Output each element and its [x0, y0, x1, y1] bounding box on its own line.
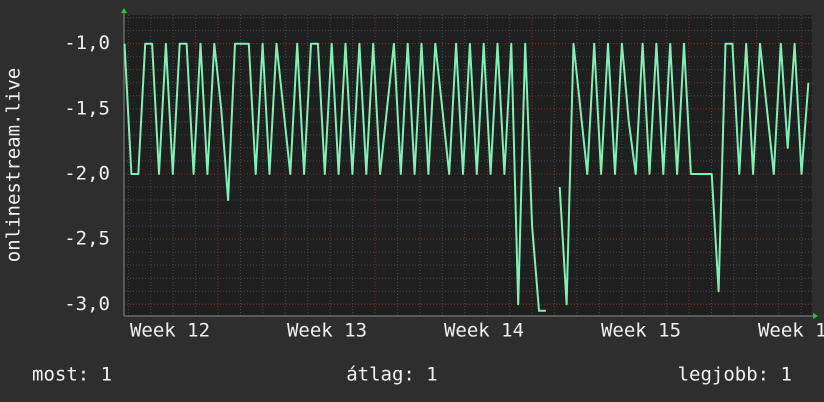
y-axis-label: onlinestream.live	[3, 68, 25, 262]
y-tick-label: -1,0	[64, 32, 110, 54]
x-tick-label: Week 16	[758, 320, 824, 342]
plot-area	[124, 15, 812, 316]
stat-now: most: 1	[32, 364, 112, 386]
y-tick-label: -2,0	[64, 162, 110, 184]
data-line	[123, 42, 810, 312]
y-tick-label: -1,5	[64, 97, 110, 119]
axis-arrow	[813, 313, 818, 319]
axis-arrow	[121, 8, 127, 13]
x-tick-label: Week 13	[287, 320, 367, 342]
y-tick-label: -3,0	[64, 293, 110, 315]
stat-best: legjobb: 1	[678, 364, 792, 386]
x-tick-label: Week 14	[444, 320, 524, 342]
x-tick-label: Week 12	[130, 320, 210, 342]
stat-average: átlag: 1	[346, 364, 438, 386]
y-tick-label: -2,5	[64, 228, 110, 250]
x-tick-label: Week 15	[601, 320, 681, 342]
